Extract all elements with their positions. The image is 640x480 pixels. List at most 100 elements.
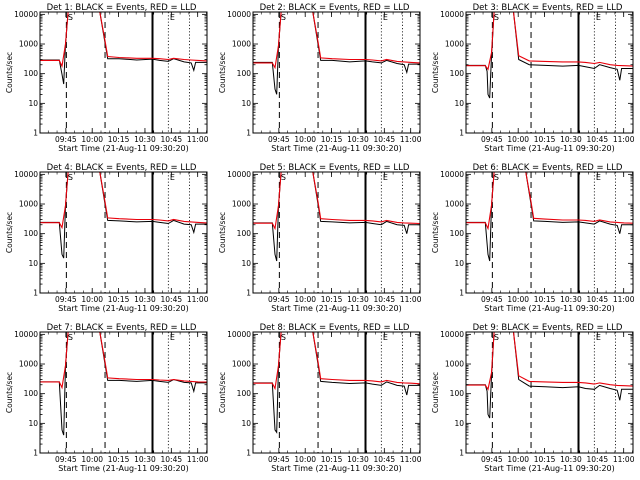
events-series-line xyxy=(253,12,420,95)
x-tick-label: 10:45 xyxy=(161,135,183,144)
x-tick-label: 10:15 xyxy=(321,295,343,304)
x-tick-label: 10:45 xyxy=(587,295,609,304)
y-tick-label: 1000 xyxy=(19,40,38,49)
x-tick-label: 10:15 xyxy=(108,135,130,144)
plot-frame xyxy=(39,11,208,134)
detector-panel-3: Det 3: BLACK = Events, RED = LLD S E 1 10 100… xyxy=(426,0,639,160)
y-tick-label: 1000 xyxy=(232,200,251,209)
x-tick-label: 11:00 xyxy=(187,295,209,304)
y-tick-label: 10 xyxy=(241,259,251,268)
panel-title: Det 9: BLACK = Events, RED = LLD xyxy=(473,323,623,333)
x-tick-label: 10:00 xyxy=(81,295,103,304)
x-axis-label: Start Time (21-Aug-11 09:30:20) xyxy=(484,144,615,153)
x-tick-label: 11:00 xyxy=(187,455,209,464)
y-tick-label: 1 xyxy=(246,129,251,138)
y-tick-label: 100 xyxy=(237,389,252,398)
plot-frame xyxy=(465,171,634,294)
events-series-line xyxy=(253,332,420,434)
panel-title: Det 6: BLACK = Events, RED = LLD xyxy=(473,163,623,173)
marker-letter-s: S xyxy=(494,173,499,182)
plot-frame xyxy=(252,331,421,454)
y-tick-label: 100 xyxy=(450,229,465,238)
y-tick-label: 1 xyxy=(33,289,38,298)
marker-letter-e: E xyxy=(596,173,601,182)
x-tick-label: 10:00 xyxy=(294,455,316,464)
y-tick-label: 100 xyxy=(24,229,39,238)
x-tick-label: 10:30 xyxy=(347,455,369,464)
x-tick-label: 09:45 xyxy=(55,135,77,144)
x-tick-label: 11:00 xyxy=(400,455,422,464)
panel-title: Det 8: BLACK = Events, RED = LLD xyxy=(260,323,410,333)
lld-series-line xyxy=(253,12,420,70)
lld-series-line xyxy=(466,332,633,391)
marker-letter-s: S xyxy=(68,333,73,342)
x-axis-label: Start Time (21-Aug-11 09:30:20) xyxy=(484,304,615,313)
lld-series-line xyxy=(253,332,420,391)
detector-panel-6: Det 6: BLACK = Events, RED = LLD S E 1 10 100… xyxy=(426,160,639,320)
y-tick-label: 10000 xyxy=(227,170,251,179)
y-tick-label: 10000 xyxy=(440,330,464,339)
y-tick-label: 10 xyxy=(28,99,38,108)
y-tick-label: 100 xyxy=(237,69,252,78)
events-series-line xyxy=(40,172,207,259)
panel-title: Det 3: BLACK = Events, RED = LLD xyxy=(473,3,623,13)
y-tick-label: 10000 xyxy=(14,10,38,19)
x-tick-label: 10:45 xyxy=(374,295,396,304)
y-tick-label: 1000 xyxy=(445,200,464,209)
y-tick-label: 1 xyxy=(459,129,464,138)
events-series-line xyxy=(466,332,633,419)
y-axis-label: Counts/sec xyxy=(5,212,14,253)
events-series-line xyxy=(40,12,207,85)
y-tick-label: 1000 xyxy=(445,360,464,369)
x-tick-label: 10:15 xyxy=(108,455,130,464)
x-tick-label: 10:30 xyxy=(134,295,156,304)
lld-series-line xyxy=(40,172,207,230)
y-tick-label: 10000 xyxy=(14,330,38,339)
y-axis-label: Counts/sec xyxy=(218,372,227,413)
y-tick-label: 1000 xyxy=(445,40,464,49)
lld-series-line xyxy=(40,12,207,68)
y-tick-label: 1000 xyxy=(19,200,38,209)
x-tick-label: 11:00 xyxy=(613,135,635,144)
panel-title: Det 4: BLACK = Events, RED = LLD xyxy=(47,163,197,173)
plot-frame xyxy=(252,11,421,134)
y-tick-label: 100 xyxy=(24,389,39,398)
x-tick-label: 09:45 xyxy=(268,135,290,144)
y-tick-label: 1000 xyxy=(19,360,38,369)
y-tick-label: 100 xyxy=(24,69,39,78)
x-tick-label: 10:30 xyxy=(347,295,369,304)
plot-frame xyxy=(39,171,208,294)
y-axis-label: Counts/sec xyxy=(5,372,14,413)
lld-series-line xyxy=(40,332,207,390)
marker-letter-e: E xyxy=(596,333,601,342)
plot-frame xyxy=(465,331,634,454)
y-tick-label: 10 xyxy=(241,419,251,428)
x-tick-label: 09:45 xyxy=(55,455,77,464)
x-tick-label: 10:30 xyxy=(560,295,582,304)
y-tick-label: 10000 xyxy=(227,330,251,339)
lld-series-line xyxy=(466,12,633,71)
x-axis-label: Start Time (21-Aug-11 09:30:20) xyxy=(58,144,189,153)
x-tick-label: 10:45 xyxy=(587,455,609,464)
x-tick-label: 10:45 xyxy=(374,455,396,464)
x-tick-label: 11:00 xyxy=(613,295,635,304)
x-axis-label: Start Time (21-Aug-11 09:30:20) xyxy=(271,464,402,473)
marker-letter-s: S xyxy=(494,13,499,22)
x-tick-label: 10:45 xyxy=(587,135,609,144)
x-tick-label: 10:00 xyxy=(294,135,316,144)
marker-letter-e: E xyxy=(383,173,388,182)
x-tick-label: 10:00 xyxy=(507,455,529,464)
y-axis-label: Counts/sec xyxy=(218,212,227,253)
x-tick-label: 11:00 xyxy=(613,455,635,464)
y-tick-label: 10 xyxy=(454,99,464,108)
events-series-line xyxy=(466,12,633,99)
panel-title: Det 1: BLACK = Events, RED = LLD xyxy=(47,3,197,13)
x-tick-label: 10:15 xyxy=(534,455,556,464)
y-tick-label: 10 xyxy=(454,419,464,428)
x-tick-label: 10:00 xyxy=(507,135,529,144)
x-tick-label: 09:45 xyxy=(268,295,290,304)
